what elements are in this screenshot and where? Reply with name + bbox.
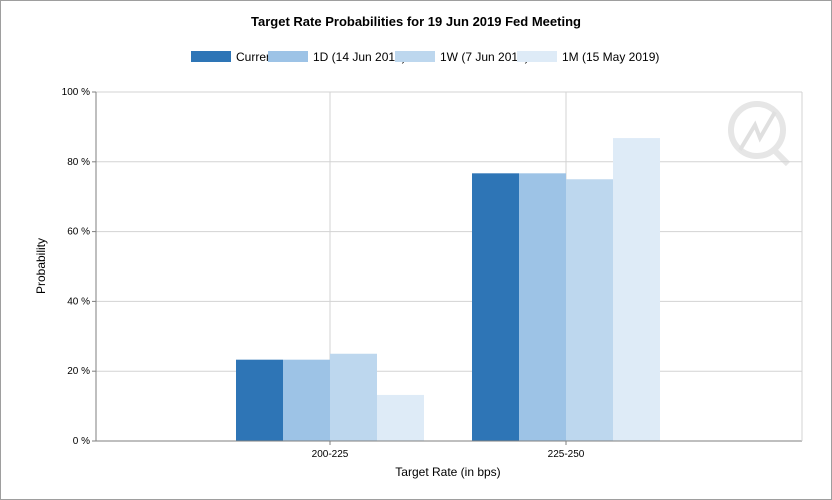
y-tick-label: 80 % — [67, 157, 90, 168]
x-axis-ticks: 200-225 225-250 — [312, 441, 585, 460]
grid-lines — [96, 91, 802, 441]
legend-swatch-4 — [517, 51, 557, 62]
watermark-logo — [728, 101, 791, 167]
bar-225-250-series-2 — [519, 173, 566, 441]
legend-swatch-3 — [395, 51, 435, 62]
bar-200-225-series-4 — [377, 394, 424, 441]
bar-200-225-series-1 — [236, 359, 283, 441]
bar-200-225-series-2 — [283, 359, 330, 441]
chart-title: Target Rate Probabilities for 19 Jun 201… — [251, 14, 581, 29]
legend-label-2: 1D (14 Jun 2019) — [313, 50, 406, 64]
y-tick-label: 0 % — [73, 436, 90, 447]
legend-label-1: Current — [236, 50, 277, 64]
y-axis-ticks: 0 % 20 % 40 % 60 % 80 % 100 % — [62, 87, 96, 447]
x-tick-label: 200-225 — [312, 449, 349, 460]
x-axis-label: Target Rate (in bps) — [395, 465, 500, 479]
x-tick-label: 225-250 — [548, 449, 585, 460]
y-tick-label: 60 % — [67, 227, 90, 238]
bar-225-250-series-1 — [472, 173, 519, 441]
legend: Current 1D (14 Jun 2019) 1W (7 Jun 2019) 1M… — [191, 50, 659, 64]
y-axis-label: Probability — [34, 238, 48, 294]
y-tick-label: 100 % — [62, 87, 90, 98]
legend-swatch-2 — [268, 51, 308, 62]
bar-225-250-series-3 — [566, 179, 613, 441]
axes — [95, 92, 803, 442]
bar-225-250-series-4 — [613, 138, 660, 441]
legend-label-4: 1M (15 May 2019) — [562, 50, 659, 64]
bar-200-225-series-3 — [330, 353, 377, 441]
y-tick-label: 40 % — [67, 296, 90, 307]
bars — [236, 138, 660, 441]
y-tick-label: 20 % — [67, 366, 90, 377]
legend-swatch-1 — [191, 51, 231, 62]
legend-label-3: 1W (7 Jun 2019) — [440, 50, 529, 64]
